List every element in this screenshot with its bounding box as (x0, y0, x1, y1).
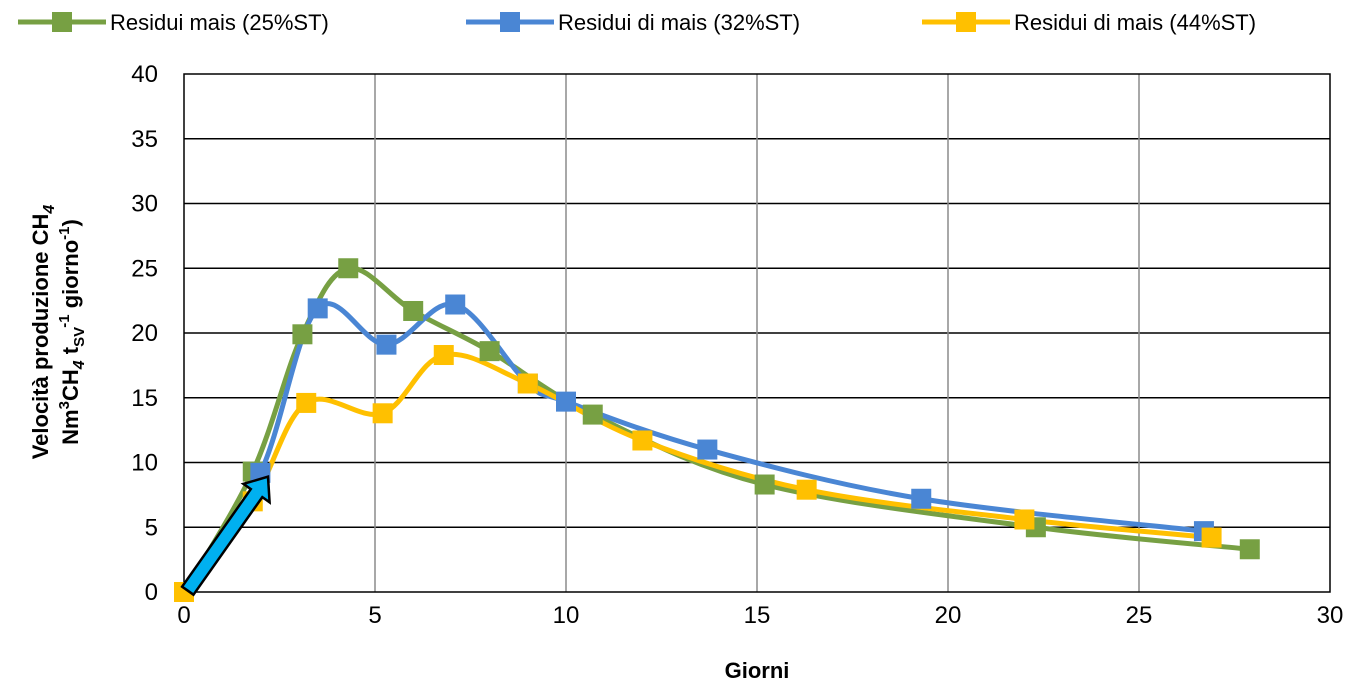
series-1-marker (1239, 539, 1260, 560)
legend-marker-3 (956, 12, 976, 32)
series-1-marker (582, 404, 603, 425)
x-tick-label: 15 (744, 602, 771, 629)
x-axis-title: Giorni (725, 658, 790, 683)
series-2-marker (911, 488, 932, 509)
x-tick-label: 20 (935, 602, 962, 629)
annotation-arrow (180, 475, 272, 597)
x-tick-label: 25 (1126, 602, 1153, 629)
series-2-marker (556, 391, 576, 412)
series-3-marker (517, 373, 538, 394)
x-tick-label: 30 (1317, 602, 1344, 629)
series-3-marker (296, 392, 317, 413)
series-1-marker (403, 300, 424, 321)
y-axis-title-line2: Nm3CH4 tSV-1 giorno-1) (56, 219, 88, 445)
y-tick-label: 10 (131, 450, 158, 477)
series-markers (174, 258, 1260, 602)
x-tick-label: 5 (368, 602, 381, 629)
y-tick-label: 0 (145, 579, 158, 606)
series-2-marker (376, 334, 397, 355)
x-tick-label: 0 (177, 602, 190, 629)
y-axis-title: Velocità produzione CH4 Nm3CH4 tSV-1 gio… (28, 205, 88, 460)
series-3-marker (1014, 509, 1035, 530)
legend-marker-1 (52, 12, 72, 32)
x-axis-ticks: 0 5 10 15 20 25 30 (177, 602, 1343, 629)
series-line-2 (184, 301, 1207, 592)
series-1-marker (338, 258, 359, 279)
series-1-marker (754, 474, 775, 495)
y-axis-title-line1: Velocità produzione CH4 (28, 205, 58, 460)
x-tick-label: 10 (553, 602, 580, 629)
series-3-marker (796, 479, 817, 500)
series-3-marker (1201, 527, 1222, 548)
y-tick-label: 25 (131, 255, 158, 282)
y-tick-label: 35 (131, 126, 158, 153)
legend-label-3: Residui di mais (44%ST) (1014, 10, 1256, 35)
y-tick-label: 5 (145, 514, 158, 541)
series-3-marker (632, 430, 653, 451)
y-tick-label: 15 (131, 385, 158, 412)
y-tick-label: 20 (131, 320, 158, 347)
legend: Residui mais (25%ST) Residui di mais (32%… (18, 10, 1256, 35)
legend-marker-2 (500, 12, 520, 32)
y-tick-label: 40 (131, 61, 158, 88)
legend-label-1: Residui mais (25%ST) (110, 10, 329, 35)
arrow-shape (180, 475, 272, 597)
plot-area-border (183, 73, 1331, 593)
series-2-marker (697, 439, 718, 460)
y-axis-ticks: 0 5 10 15 20 25 30 35 40 (131, 61, 158, 606)
series-3-marker (372, 403, 393, 424)
series-2-marker (445, 294, 466, 315)
y-tick-label: 30 (131, 191, 158, 218)
series-3-marker (433, 345, 454, 366)
series-1-marker (292, 324, 313, 345)
series-2-marker (307, 298, 328, 319)
legend-label-2: Residui di mais (32%ST) (558, 10, 800, 35)
series-1-marker (479, 341, 500, 362)
